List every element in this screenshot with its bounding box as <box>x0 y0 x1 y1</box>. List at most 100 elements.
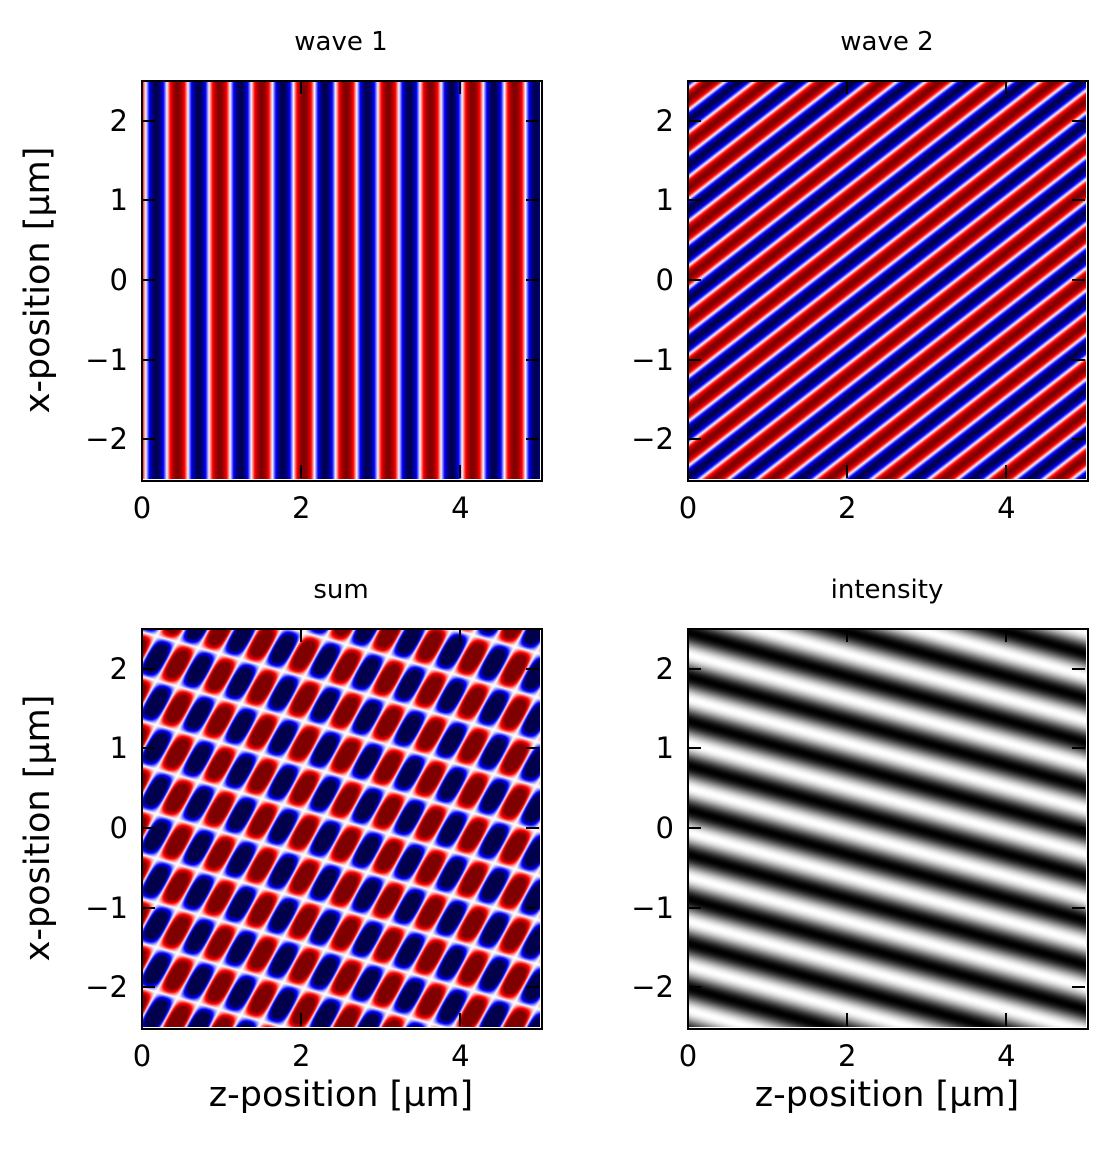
y-tick-mark-right <box>1072 827 1085 829</box>
panel-wave-1: wave 1 0 2 4 −2 −1 0 1 2 x-position [µm] <box>18 27 543 525</box>
y-tick-label: 1 <box>109 731 128 766</box>
x-tick-mark-bottom <box>687 1013 689 1026</box>
y-tick-mark-left <box>688 747 701 750</box>
y-tick-label: 1 <box>655 731 674 766</box>
y-tick-label: 2 <box>109 651 128 686</box>
panel-title: sum <box>313 575 369 605</box>
y-tick-mark-left <box>688 358 701 361</box>
x-tick-mark-top <box>141 81 143 94</box>
x-tick-mark-top <box>459 629 462 642</box>
y-tick-mark-right <box>1072 358 1085 361</box>
x-tick-label: 4 <box>451 1039 470 1073</box>
y-tick-mark-right <box>526 279 539 281</box>
y-tick-mark-left <box>688 438 701 441</box>
x-tick-label: 0 <box>678 491 698 525</box>
y-tick-label: −1 <box>631 342 674 377</box>
y-tick-mark-left <box>142 986 155 989</box>
panel-title: wave 2 <box>840 27 934 57</box>
y-tick-label: 0 <box>655 263 674 297</box>
x-tick-mark-bottom <box>300 465 303 478</box>
x-tick-mark-top <box>300 629 303 642</box>
y-tick-label: −2 <box>631 422 674 457</box>
x-tick-mark-bottom <box>141 1013 143 1026</box>
y-tick-mark-right <box>526 199 539 202</box>
heatmap-image <box>688 629 1086 1027</box>
y-tick-label: 0 <box>109 811 128 845</box>
y-tick-mark-left <box>142 279 155 281</box>
y-tick-mark-left <box>688 199 701 202</box>
x-tick-mark-top <box>141 629 143 642</box>
y-tick-label: −2 <box>85 970 128 1005</box>
x-tick-mark-top <box>846 81 849 94</box>
y-tick-mark-right <box>526 667 539 670</box>
x-tick-mark-top <box>1005 81 1008 94</box>
y-tick-label: 0 <box>109 263 128 297</box>
x-tick-label: 4 <box>997 1039 1016 1073</box>
panel-intensity: intensity 0 2 4 −2 −1 0 1 2 z-position [µm] <box>631 575 1089 1115</box>
y-tick-mark-left <box>142 906 155 909</box>
y-tick-mark-left <box>142 747 155 750</box>
panel-title: wave 1 <box>294 27 388 57</box>
y-tick-label: −1 <box>85 890 128 925</box>
y-tick-mark-right <box>526 747 539 750</box>
x-tick-mark-bottom <box>846 465 849 478</box>
y-tick-mark-left <box>142 119 155 122</box>
y-tick-mark-right <box>1072 119 1085 122</box>
y-tick-mark-left <box>142 438 155 441</box>
x-tick-mark-top <box>846 629 849 642</box>
x-tick-mark-bottom <box>1005 1013 1008 1026</box>
heatmap-image <box>142 629 540 1027</box>
y-tick-label: 2 <box>109 103 128 138</box>
y-tick-mark-right <box>1072 747 1085 750</box>
x-tick-label: 2 <box>291 491 311 525</box>
x-tick-label: 0 <box>132 1039 152 1073</box>
y-axis-label: x-position [µm] <box>18 694 58 962</box>
x-tick-label: 4 <box>451 491 470 525</box>
y-tick-label: 2 <box>655 103 674 138</box>
y-tick-mark-left <box>688 906 701 909</box>
y-tick-mark-left <box>688 119 701 122</box>
x-tick-label: 2 <box>291 1039 311 1073</box>
heatmap-image <box>688 81 1086 479</box>
x-tick-label: 2 <box>837 1039 857 1073</box>
x-tick-mark-bottom <box>459 1013 462 1026</box>
y-tick-label: 1 <box>655 183 674 218</box>
y-tick-label: 1 <box>109 183 128 218</box>
y-tick-mark-right <box>526 986 539 989</box>
y-tick-mark-left <box>142 827 155 829</box>
x-tick-label: 2 <box>837 491 857 525</box>
y-tick-label: 0 <box>655 811 674 845</box>
y-tick-mark-right <box>526 906 539 909</box>
x-tick-mark-bottom <box>300 1013 303 1026</box>
y-tick-mark-left <box>688 986 701 989</box>
x-tick-mark-top <box>300 81 303 94</box>
y-tick-mark-left <box>142 358 155 361</box>
x-tick-mark-bottom <box>459 465 462 478</box>
y-tick-mark-right <box>1072 199 1085 202</box>
panel-sum: sum 0 2 4 −2 −1 0 1 2 z-position [µm] x-position [… <box>18 575 543 1115</box>
x-tick-mark-bottom <box>1005 465 1008 478</box>
y-tick-label: −1 <box>85 342 128 377</box>
y-tick-mark-left <box>688 827 701 829</box>
y-tick-mark-right <box>526 827 539 829</box>
x-tick-mark-bottom <box>687 465 689 478</box>
x-tick-mark-top <box>459 81 462 94</box>
y-tick-label: −2 <box>85 422 128 457</box>
y-tick-mark-right <box>526 438 539 441</box>
y-tick-label: −1 <box>631 890 674 925</box>
y-tick-label: −2 <box>631 970 674 1005</box>
x-tick-mark-bottom <box>846 1013 849 1026</box>
x-tick-mark-top <box>687 629 689 642</box>
x-tick-label: 0 <box>132 491 152 525</box>
y-tick-mark-left <box>142 199 155 202</box>
x-tick-mark-top <box>687 81 689 94</box>
y-tick-mark-right <box>1072 438 1085 441</box>
y-tick-mark-right <box>1072 279 1085 281</box>
y-tick-mark-left <box>142 667 155 670</box>
panel-wave-2: wave 2 0 2 4 −2 −1 0 1 2 <box>631 27 1089 525</box>
y-tick-mark-right <box>1072 906 1085 909</box>
y-tick-mark-right <box>1072 667 1085 670</box>
heatmap-image <box>142 81 540 479</box>
y-axis-label: x-position [µm] <box>18 146 58 414</box>
y-tick-label: 2 <box>655 651 674 686</box>
